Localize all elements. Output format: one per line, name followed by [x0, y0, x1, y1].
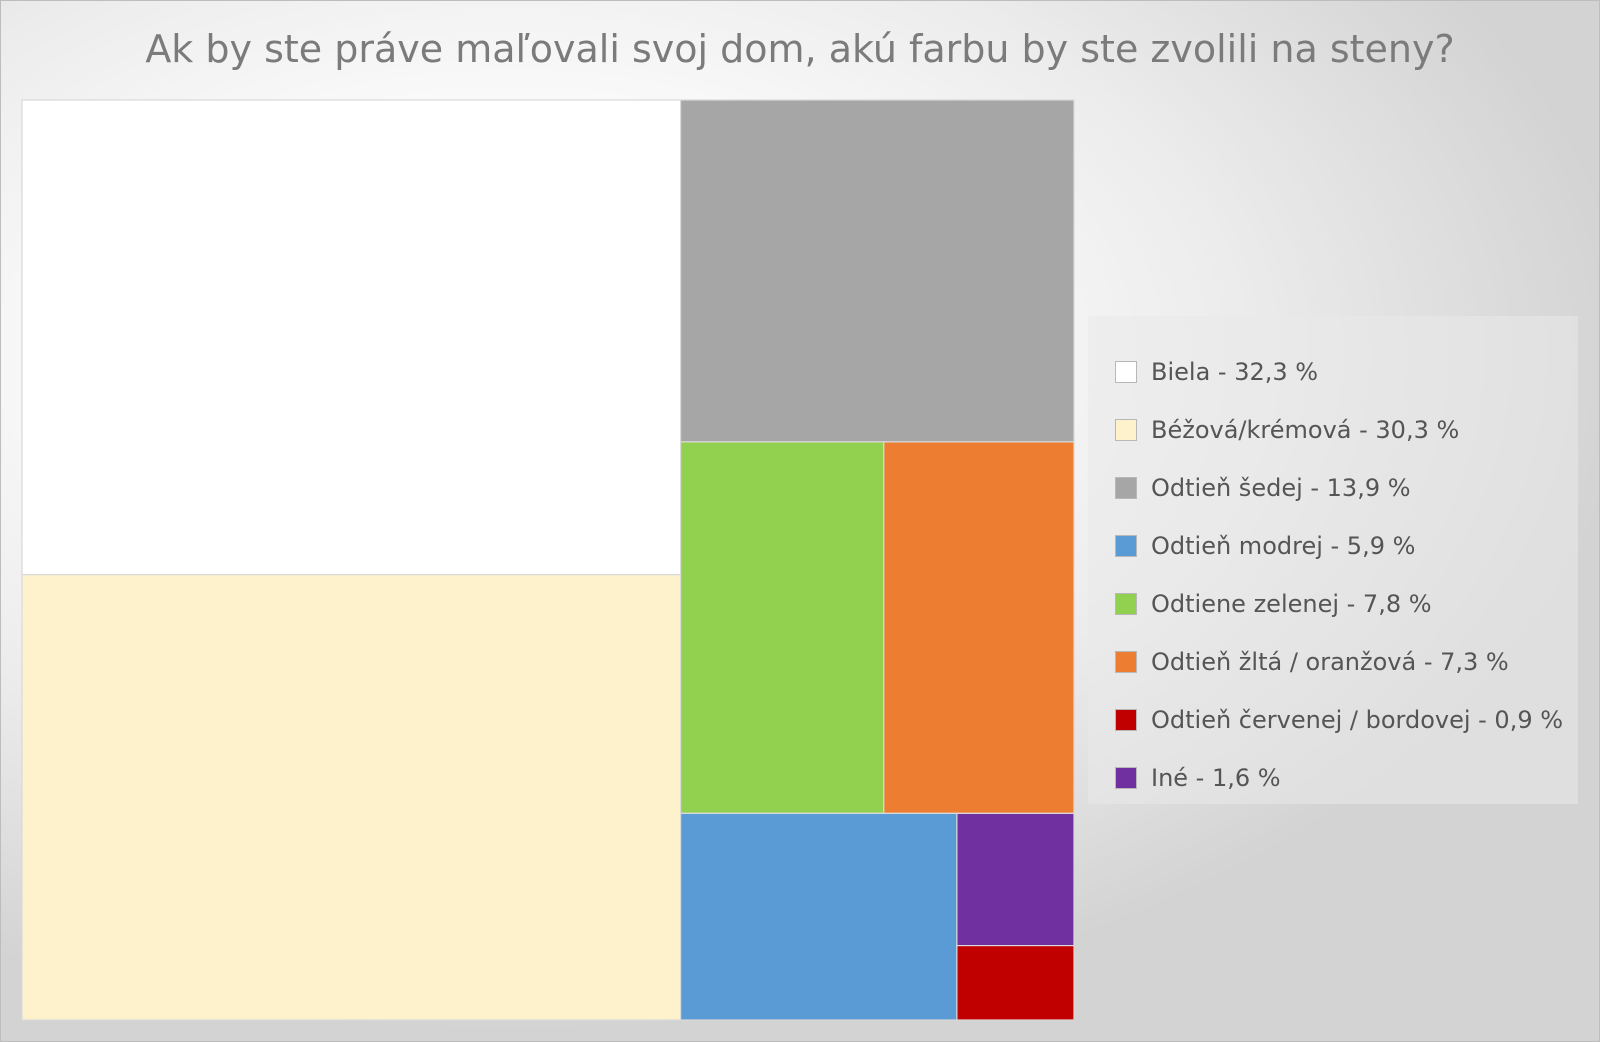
legend-item-ine: Iné - 1,6 %: [1115, 749, 1578, 807]
treemap-tile-biela: [21, 99, 682, 576]
legend-label: Biela - 32,3 %: [1151, 358, 1319, 386]
legend-label: Odtiene zelenej - 7,8 %: [1151, 590, 1432, 618]
legend-swatch: [1115, 767, 1137, 789]
chart-title: Ak by ste práve maľovali svoj dom, akú f…: [145, 27, 1455, 71]
legend-item-odtien-modrej: Odtieň modrej - 5,9 %: [1115, 517, 1578, 575]
legend-label: Odtieň šedej - 13,9 %: [1151, 474, 1411, 502]
treemap-tile-odtien-modrej: [679, 812, 958, 1021]
legend-swatch: [1115, 709, 1137, 731]
legend-label: Béžová/krémová - 30,3 %: [1151, 416, 1460, 444]
legend-label: Iné - 1,6 %: [1151, 764, 1281, 792]
legend-swatch: [1115, 477, 1137, 499]
legend-label: Odtieň modrej - 5,9 %: [1151, 532, 1416, 560]
treemap-tile-odtien-zlta-oranzova: [883, 441, 1075, 814]
treemap-tile-odtien-cervenej-bordovej: [956, 944, 1075, 1021]
legend-swatch: [1115, 593, 1137, 615]
treemap-tile-odtiene-zelenej: [679, 441, 885, 814]
treemap-tile-bezova-kremova: [21, 574, 682, 1021]
legend-label: Odtieň žltá / oranžová - 7,3 %: [1151, 648, 1509, 676]
legend-swatch: [1115, 651, 1137, 673]
treemap-tile-ine: [956, 812, 1075, 947]
legend: Biela - 32,3 % Béžová/krémová - 30,3 % Odt…: [1088, 316, 1578, 804]
legend-label: Odtieň červenej / bordovej - 0,9 %: [1151, 706, 1564, 734]
legend-swatch: [1115, 535, 1137, 557]
legend-item-odtien-cervenej-bordovej: Odtieň červenej / bordovej - 0,9 %: [1115, 691, 1578, 749]
legend-item-odtiene-zelenej: Odtiene zelenej - 7,8 %: [1115, 575, 1578, 633]
legend-item-odtien-zlta-oranzova: Odtieň žltá / oranžová - 7,3 %: [1115, 633, 1578, 691]
legend-item-biela: Biela - 32,3 %: [1115, 343, 1578, 401]
treemap-tile-odtien-sedej: [679, 99, 1075, 443]
legend-item-bezova-kremova: Béžová/krémová - 30,3 %: [1115, 401, 1578, 459]
legend-swatch: [1115, 419, 1137, 441]
legend-swatch: [1115, 361, 1137, 383]
legend-item-odtien-sedej: Odtieň šedej - 13,9 %: [1115, 459, 1578, 517]
